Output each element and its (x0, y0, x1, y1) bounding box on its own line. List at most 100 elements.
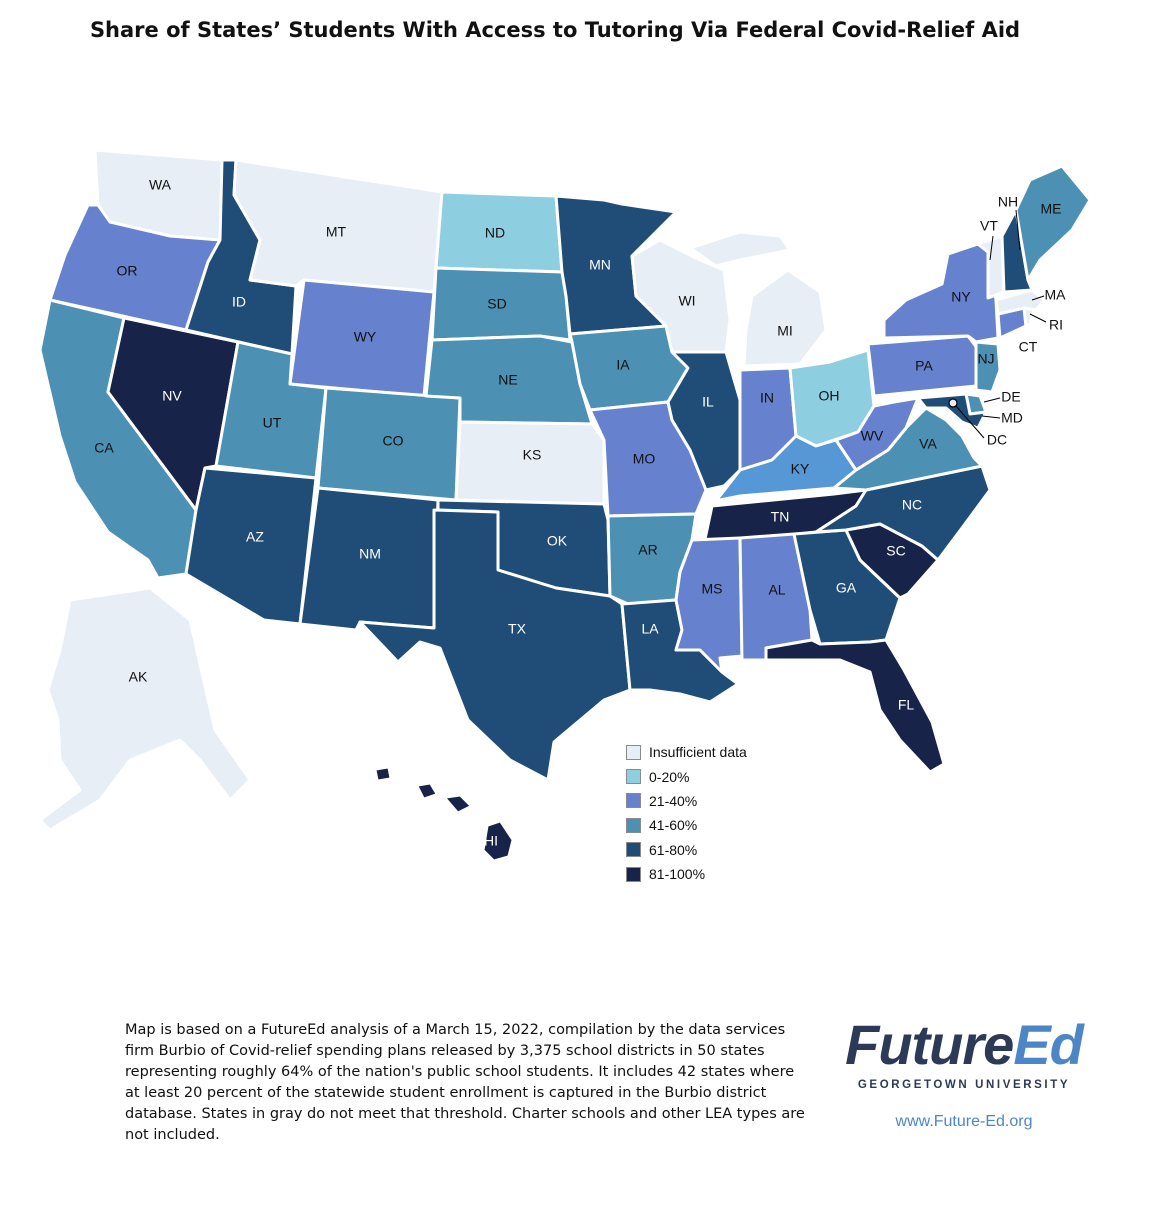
label-ne: NE (498, 372, 517, 388)
state-hi-maui[interactable] (445, 795, 471, 813)
state-hi-kauai[interactable] (375, 767, 391, 781)
label-ct: CT (1019, 339, 1038, 355)
label-ga: GA (836, 580, 857, 596)
label-wi: WI (678, 293, 695, 309)
label-ak: AK (129, 669, 148, 685)
label-ny: NY (951, 289, 971, 305)
label-va: VA (919, 436, 937, 452)
state-nc[interactable] (814, 464, 992, 562)
state-hi-oahu[interactable] (417, 783, 437, 799)
state-ak[interactable] (38, 586, 252, 832)
label-oh: OH (819, 388, 840, 404)
label-al: AL (768, 582, 785, 598)
label-pa: PA (915, 358, 933, 374)
legend-item: 61-80% (626, 838, 747, 862)
state-ks[interactable] (454, 420, 606, 506)
label-md: MD (1001, 410, 1023, 426)
legend-swatch (626, 817, 641, 833)
label-nc: NC (902, 497, 922, 513)
label-ar: AR (638, 542, 657, 558)
state-il[interactable] (666, 350, 742, 492)
label-mi: MI (777, 323, 793, 339)
legend-item: Insufficient data (626, 740, 747, 764)
label-in: IN (760, 390, 774, 406)
legend-label: 21-40% (649, 792, 698, 809)
label-vt: VT (980, 218, 998, 234)
label-wa: WA (149, 177, 172, 193)
state-mi[interactable] (688, 230, 828, 368)
label-mn: MN (589, 257, 611, 273)
logo-future: Future (845, 1013, 1014, 1076)
state-fl[interactable] (764, 638, 946, 774)
label-ms: MS (702, 581, 723, 597)
label-ri: RI (1049, 317, 1063, 333)
label-tn: TN (771, 509, 790, 525)
callout-lines (955, 209, 1047, 439)
logo-ed: Ed (1013, 1013, 1084, 1076)
map-title: Share of States’ Students With Access to… (89, 18, 1021, 42)
state-tx[interactable] (358, 508, 632, 782)
label-dc: DC (987, 432, 1007, 448)
legend-swatch (626, 793, 641, 809)
legend-item: 41-60% (626, 813, 747, 837)
state-wi[interactable] (630, 238, 732, 354)
state-hi-big-island[interactable] (483, 821, 513, 861)
label-co: CO (383, 433, 404, 449)
state-ny[interactable] (882, 242, 1000, 344)
label-nh: NH (998, 194, 1018, 210)
label-hi: HI (484, 833, 498, 849)
label-nj: NJ (977, 351, 994, 367)
label-id: ID (232, 294, 246, 310)
legend-label: Insufficient data (649, 744, 747, 761)
state-az[interactable] (184, 466, 318, 626)
legend-swatch (626, 769, 641, 785)
label-mo: MO (633, 451, 656, 467)
state-labels: WA OR CA NV ID MT WY UT AZ CO NM ND SD N… (94, 177, 1066, 849)
legend-swatch (626, 866, 641, 882)
label-la: LA (641, 621, 659, 637)
label-il: IL (702, 394, 714, 410)
legend-item: 0-20% (626, 764, 747, 788)
label-me: ME (1041, 201, 1062, 217)
label-ks: KS (523, 447, 542, 463)
state-vt[interactable] (976, 234, 1006, 300)
label-wv: WV (861, 428, 884, 444)
state-dc[interactable] (948, 398, 958, 408)
label-nv: NV (162, 388, 182, 404)
legend-item: 21-40% (626, 789, 747, 813)
label-or: OR (117, 263, 138, 279)
website-link[interactable]: www.Future-Ed.org (895, 1113, 1033, 1130)
label-fl: FL (898, 697, 915, 713)
label-ma: MA (1045, 287, 1067, 303)
label-mt: MT (326, 224, 347, 240)
legend-label: 41-60% (649, 817, 698, 834)
futureed-logo[interactable]: FutureEd GEORGETOWN UNIVERSITY www.Futur… (834, 1015, 1094, 1131)
label-sc: SC (886, 543, 905, 559)
map-legend: Insufficient data 0-20% 21-40% 41-60% 61… (626, 740, 747, 886)
label-nd: ND (485, 225, 505, 241)
label-sd: SD (487, 296, 506, 312)
legend-label: 0-20% (649, 768, 690, 785)
logo-subtitle: GEORGETOWN UNIVERSITY (857, 1079, 1071, 1091)
legend-label: 81-100% (649, 866, 706, 883)
label-nm: NM (359, 546, 381, 562)
state-md[interactable] (916, 392, 988, 430)
legend-item: 81-100% (626, 862, 747, 886)
logo-wordmark: FutureEd (834, 1015, 1094, 1075)
state-me[interactable] (1014, 164, 1092, 282)
label-wy: WY (354, 329, 377, 345)
state-nj[interactable] (974, 340, 1002, 394)
label-ok: OK (547, 533, 568, 549)
label-de: DE (1001, 389, 1020, 405)
label-ca: CA (94, 440, 114, 456)
legend-label: 61-80% (649, 841, 698, 858)
legend-swatch (626, 744, 641, 760)
label-ut: UT (263, 415, 282, 431)
state-nh[interactable] (1000, 208, 1034, 294)
label-ky: KY (791, 461, 810, 477)
label-az: AZ (246, 529, 264, 545)
label-ia: IA (616, 357, 630, 373)
legend-swatch (626, 842, 641, 858)
methodology-note: Map is based on a FutureEd analysis of a… (125, 1022, 805, 1143)
